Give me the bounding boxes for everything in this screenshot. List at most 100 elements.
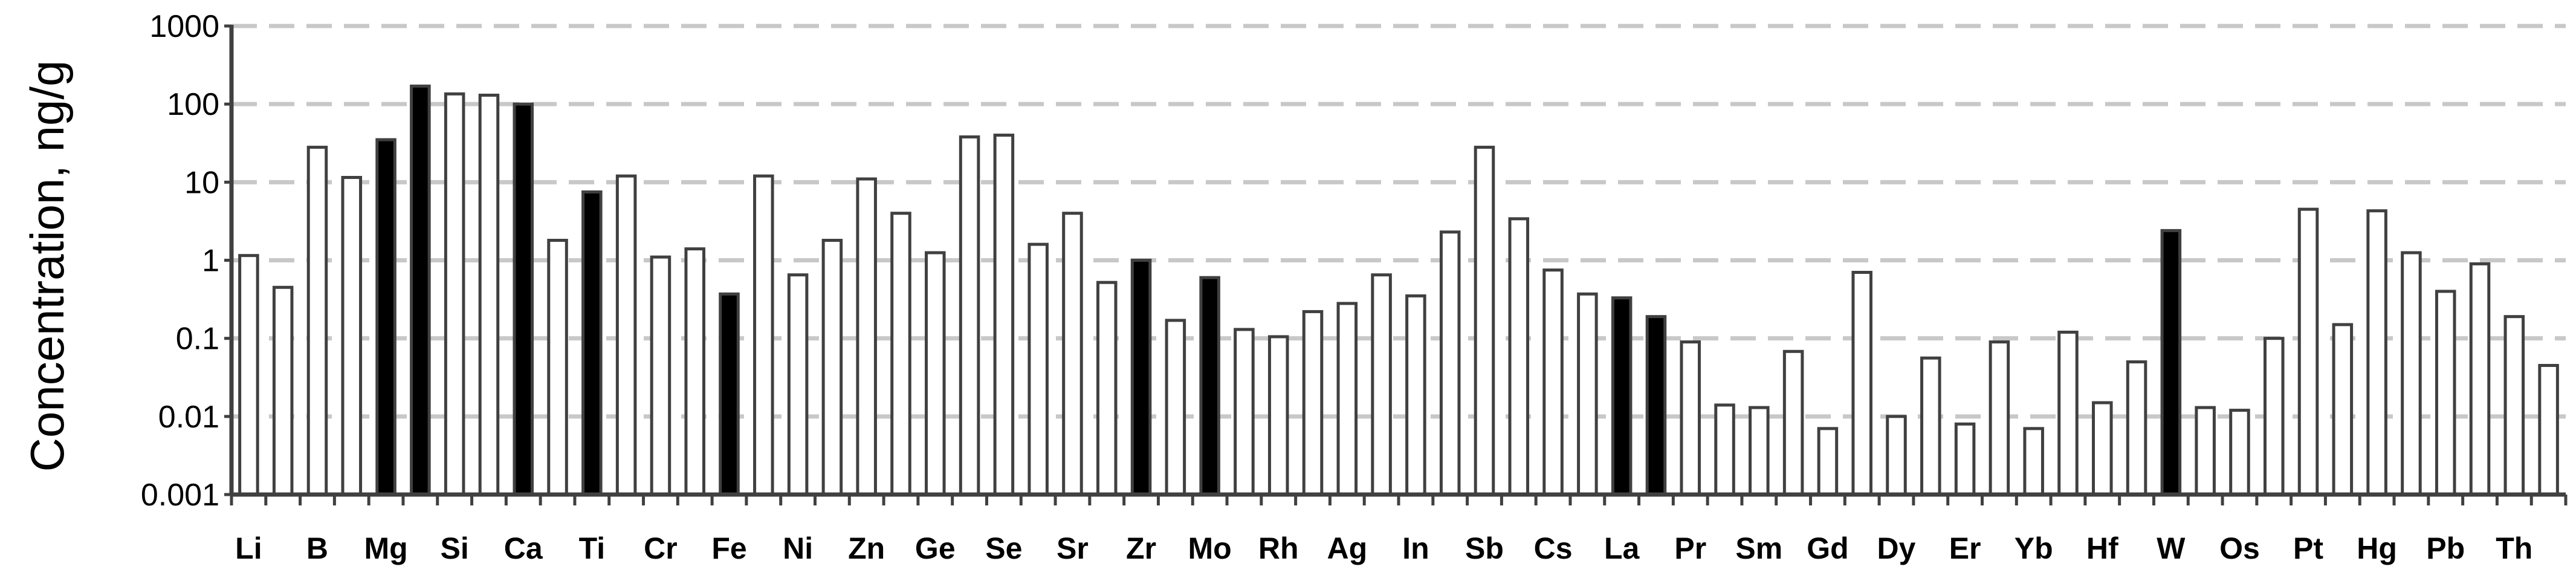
bar-sn xyxy=(1439,230,1461,496)
bar-tb xyxy=(1851,271,1872,496)
y-tick-label: 0.1 xyxy=(176,322,219,357)
bar-ti xyxy=(581,190,603,496)
bar-ta xyxy=(2126,360,2147,496)
bar-te xyxy=(1508,217,1530,496)
bar-na xyxy=(341,175,363,496)
y-tick-label: 0.01 xyxy=(158,400,219,435)
bar-pd xyxy=(1302,310,1324,496)
bar-b xyxy=(306,146,328,496)
bar-ga xyxy=(890,212,911,496)
bar-re xyxy=(2195,406,2216,496)
bars xyxy=(238,84,2559,496)
bar-ge xyxy=(925,251,946,496)
bar-cr xyxy=(650,255,672,496)
bar-al xyxy=(410,84,431,496)
bar-ce xyxy=(1645,315,1667,496)
x-tick-label: Gd xyxy=(1807,531,1848,565)
bar-ir xyxy=(2263,337,2285,496)
x-tick-label: Th xyxy=(2496,531,2532,565)
x-tick-label: La xyxy=(1604,531,1640,565)
bar-nd xyxy=(1714,403,1735,496)
x-tick-label: Sb xyxy=(1465,531,1504,565)
bar-mn xyxy=(684,247,705,496)
y-tick-labels: 0.001 0.01 0.1 1 10 100 1000 xyxy=(141,9,219,513)
x-tick-label: Dy xyxy=(1877,531,1916,565)
bar-cs xyxy=(1542,268,1564,496)
x-tick-label: Hg xyxy=(2357,531,2397,565)
bar-p xyxy=(478,93,500,496)
x-tick-label: Zn xyxy=(848,531,885,565)
bar-rb xyxy=(1027,242,1049,496)
bar-ho xyxy=(1920,356,1941,496)
y-tick-label: 100 xyxy=(167,87,219,122)
bar-la xyxy=(1611,296,1633,496)
bar-mo xyxy=(1199,276,1220,496)
x-tick-label: Ag xyxy=(1327,531,1367,565)
x-tick-label: Rh xyxy=(1258,531,1299,565)
bar-eu xyxy=(1782,349,1804,496)
bar-si xyxy=(444,92,465,496)
bar-sr xyxy=(1062,212,1083,496)
bar-rh xyxy=(1267,335,1289,496)
bar-zn xyxy=(856,177,877,496)
x-tick-label: Er xyxy=(1949,531,1981,565)
x-tick-label: Fe xyxy=(711,531,746,565)
bar-cu xyxy=(821,239,843,496)
bar-sc xyxy=(547,239,568,496)
bar-bi xyxy=(2469,262,2491,496)
bar-ag xyxy=(1336,302,1358,496)
bar-fe xyxy=(719,292,740,496)
bar-sb xyxy=(1474,146,1495,496)
bar-ru xyxy=(1234,328,1255,496)
x-tick-label: W xyxy=(2157,531,2186,565)
y-tick-label: 1 xyxy=(202,244,219,279)
x-tick-label: Os xyxy=(2219,531,2260,565)
bar-hf xyxy=(2092,401,2113,496)
bar-sm xyxy=(1749,406,1770,496)
x-tick-label: Se xyxy=(985,531,1022,565)
bar-v xyxy=(615,174,637,496)
y-tick-label: 10 xyxy=(184,165,219,200)
bar-u xyxy=(2538,363,2559,496)
bar-pb xyxy=(2435,290,2456,496)
bar-tm xyxy=(1989,340,2010,496)
x-tick-label: Sm xyxy=(1735,531,1782,565)
y-tick-label: 1000 xyxy=(149,9,219,44)
x-tick-label: Ni xyxy=(783,531,813,565)
x-tick-label: In xyxy=(1402,531,1429,565)
x-tick-label: Cr xyxy=(644,531,678,565)
bar-au xyxy=(2332,323,2354,496)
bar-lu xyxy=(2057,330,2079,496)
x-tick-label: Pt xyxy=(2293,531,2323,565)
bar-be xyxy=(272,285,294,496)
x-tick-label: Mo xyxy=(1188,531,1232,565)
bar-y xyxy=(1096,281,1118,496)
bar-os xyxy=(2229,409,2250,496)
bar-mg xyxy=(375,138,396,496)
bar-pr xyxy=(1680,340,1701,496)
x-tick-label: Ca xyxy=(504,531,543,565)
bar-co xyxy=(753,174,774,496)
x-tick-label: Sr xyxy=(1057,531,1089,565)
bar-se xyxy=(993,134,1015,496)
x-tick-label: Ti xyxy=(579,531,606,565)
x-tick-label: Pr xyxy=(1674,531,1706,565)
y-tick-label: 0.001 xyxy=(141,478,219,513)
bar-li xyxy=(238,254,259,496)
bar-th xyxy=(2503,315,2525,496)
x-tick-label: Yb xyxy=(2015,531,2053,565)
bar-nb xyxy=(1165,319,1186,496)
bar-w xyxy=(2160,229,2182,496)
bar-dy xyxy=(1886,415,1907,496)
bar-pt xyxy=(2297,207,2319,496)
bar-er xyxy=(1954,422,1976,496)
bar-hg xyxy=(2366,209,2387,496)
bar-in xyxy=(1405,294,1426,496)
bar-gd xyxy=(1817,427,1839,496)
x-tick-label: Li xyxy=(235,531,262,565)
x-tick-label: Ge xyxy=(915,531,956,565)
x-tick-label: Mg xyxy=(364,531,407,565)
x-tick-labels: Li B Mg Si Ca Ti Cr Fe Ni Zn Ge Se Sr Zr Mo Rh Ag In Sb Cs L… xyxy=(235,531,2532,565)
x-tick-label: B xyxy=(306,531,328,565)
bar-tl xyxy=(2401,251,2422,496)
